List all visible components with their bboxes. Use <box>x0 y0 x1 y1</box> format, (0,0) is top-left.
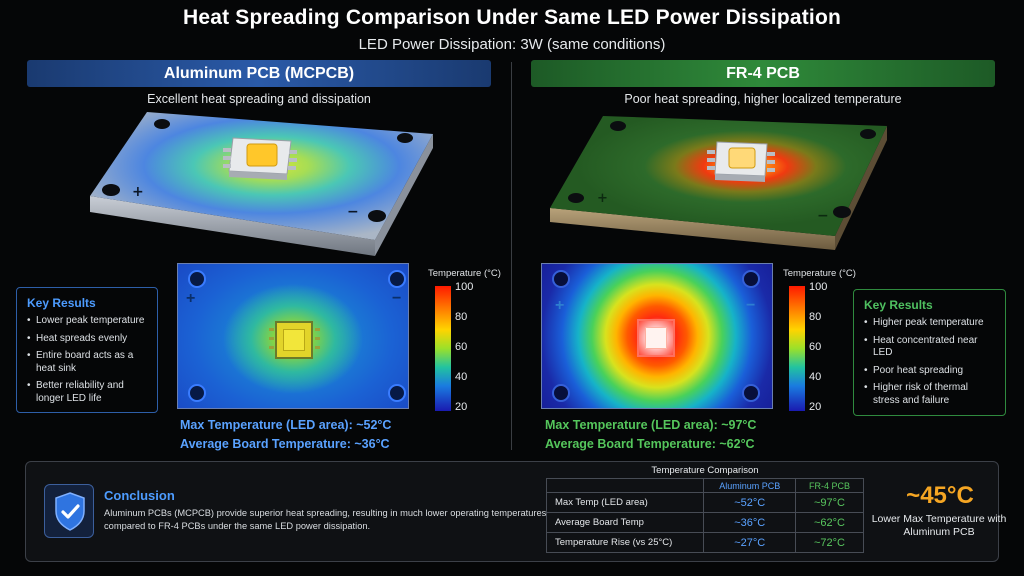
aluminum-board-illustration: + − <box>75 108 445 258</box>
table-header-fr4: FR-4 PCB <box>794 478 865 493</box>
scale-tick: 20 <box>455 401 468 413</box>
mounting-hole <box>388 384 406 402</box>
fr4-max-temp: Max Temperature (LED area): ~97°C <box>545 418 757 432</box>
table-row: Average Board Temp ~36°C ~62°C <box>545 512 865 533</box>
scale-tick: 80 <box>809 311 822 323</box>
temperature-scale-title: Temperature (°C) <box>428 268 501 279</box>
fr4-board-illustration: + − <box>545 112 895 252</box>
key-result-item: Heat concentrated near LED <box>864 335 995 360</box>
led-pad <box>269 346 274 349</box>
page-subtitle: LED Power Dissipation: 3W (same conditio… <box>358 36 666 53</box>
fr4-value: ~72°C <box>794 532 865 553</box>
led-chip <box>275 321 313 359</box>
key-results-title: Key Results <box>864 298 933 312</box>
mounting-hole <box>188 384 206 402</box>
row-label: Temperature Rise (vs 25°C) <box>545 532 705 553</box>
led-emitter <box>645 327 667 349</box>
table-header-cell <box>545 478 705 493</box>
table-header-row: Aluminum PCB FR-4 PCB <box>545 478 865 493</box>
led-pad <box>269 337 274 340</box>
temperature-scale-title: Temperature (°C) <box>783 268 856 279</box>
aluminum-banner: Aluminum PCB (MCPCB) <box>27 60 491 87</box>
temperature-delta-caption: Lower Max Temperature with Aluminum PCB <box>871 513 1007 538</box>
negative-terminal-mark: − <box>392 290 402 307</box>
key-result-item: Higher peak temperature <box>864 317 995 330</box>
scale-tick: 60 <box>809 341 822 353</box>
table-row: Temperature Rise (vs 25°C) ~27°C ~72°C <box>545 532 865 553</box>
scale-tick: 60 <box>455 341 468 353</box>
svg-text:−: − <box>817 208 829 224</box>
aluminum-caption: Excellent heat spreading and dissipation <box>147 92 371 106</box>
table-header-aluminum: Aluminum PCB <box>703 478 796 493</box>
temperature-delta-value: ~45°C <box>906 482 974 509</box>
fr4-value: ~62°C <box>794 512 865 533</box>
positive-terminal-mark: + <box>186 290 196 307</box>
key-result-item: Entire board acts as a heat sink <box>27 350 147 375</box>
mounting-hole <box>742 270 760 288</box>
scale-tick: 100 <box>455 281 474 293</box>
temperature-scale-bar <box>789 286 805 411</box>
scale-tick: 100 <box>809 281 828 293</box>
scale-tick: 40 <box>809 371 822 383</box>
conclusion-text: Aluminum PCBs (MCPCB) provide superior h… <box>104 508 547 531</box>
led-pad <box>269 328 274 331</box>
svg-text:+: + <box>132 184 144 200</box>
aluminum-value: ~52°C <box>703 492 796 513</box>
conclusion-panel: Conclusion Aluminum PCBs (MCPCB) provide… <box>25 461 1006 562</box>
mounting-hole <box>552 384 570 402</box>
led-chip <box>637 319 675 357</box>
key-result-item: Poor heat spreading <box>864 365 995 378</box>
row-label: Max Temp (LED area) <box>545 492 705 513</box>
mounting-hole <box>552 270 570 288</box>
aluminum-thermal-map: + − <box>177 263 409 409</box>
svg-text:−: − <box>347 204 359 220</box>
scale-tick: 40 <box>455 371 468 383</box>
positive-terminal-mark: + <box>555 297 565 314</box>
page-title: Heat Spreading Comparison Under Same LED… <box>182 6 842 29</box>
fr4-avg-temp: Average Board Temperature: ~62°C <box>545 437 755 451</box>
fr4-thermal-map: + − <box>541 263 773 409</box>
aluminum-key-results: Key Results Lower peak temperature Heat … <box>16 287 158 413</box>
fr4-caption: Poor heat spreading, higher localized te… <box>624 92 902 106</box>
led-pad <box>315 346 320 349</box>
fr4-banner: FR-4 PCB <box>531 60 995 87</box>
table-row: Max Temp (LED area) ~52°C ~97°C <box>545 492 865 513</box>
shield-check-icon <box>44 484 94 538</box>
key-result-item: Higher risk of thermal stress and failur… <box>864 382 995 407</box>
comparison-table-title: Temperature Comparison <box>651 465 759 476</box>
svg-text:+: + <box>597 191 608 206</box>
aluminum-avg-temp: Average Board Temperature: ~36°C <box>180 437 390 451</box>
led-pad <box>315 337 320 340</box>
aluminum-value: ~27°C <box>703 532 796 553</box>
fr4-key-results: Key Results Higher peak temperature Heat… <box>853 289 1006 416</box>
mounting-hole <box>388 270 406 288</box>
led-pad <box>315 328 320 331</box>
negative-terminal-mark: − <box>746 297 756 314</box>
aluminum-value: ~36°C <box>703 512 796 533</box>
center-divider <box>511 62 512 450</box>
key-results-title: Key Results <box>27 296 96 310</box>
comparison-table: Aluminum PCB FR-4 PCB Max Temp (LED area… <box>545 478 865 553</box>
fr4-value: ~97°C <box>794 492 865 513</box>
conclusion-title: Conclusion <box>104 488 175 503</box>
scale-tick: 20 <box>809 401 822 413</box>
scale-tick: 80 <box>455 311 468 323</box>
key-result-item: Lower peak temperature <box>27 315 147 328</box>
temperature-scale-bar <box>435 286 451 411</box>
mounting-hole <box>188 270 206 288</box>
mounting-hole <box>742 384 760 402</box>
row-label: Average Board Temp <box>545 512 705 533</box>
led-emitter <box>283 329 305 351</box>
key-result-item: Heat spreads evenly <box>27 333 147 346</box>
aluminum-max-temp: Max Temperature (LED area): ~52°C <box>180 418 392 432</box>
key-result-item: Better reliability and longer LED life <box>27 380 147 405</box>
